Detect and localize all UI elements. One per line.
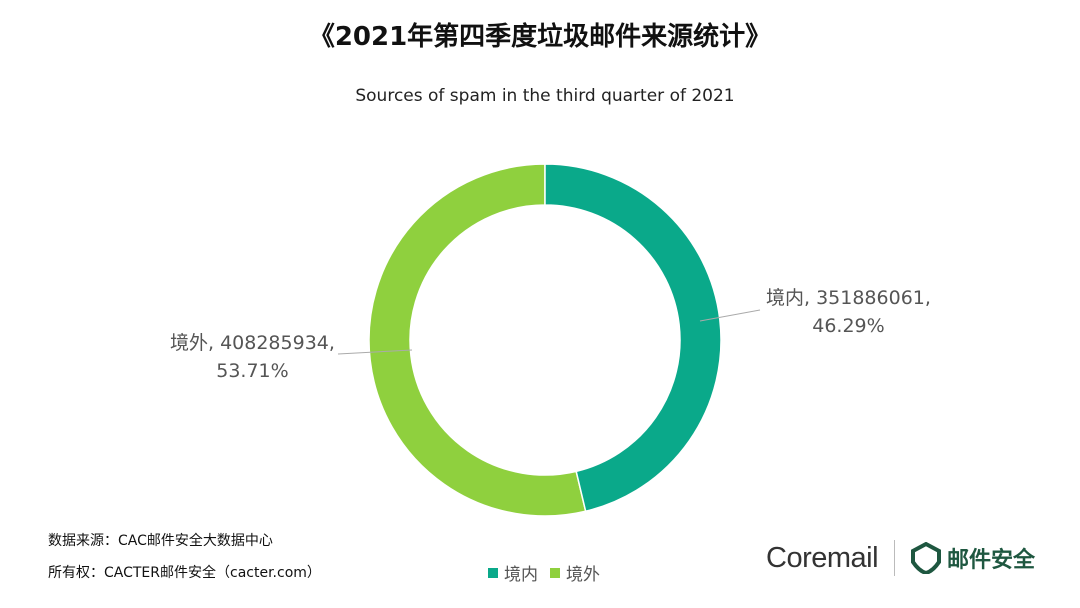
donut-slice-domestic (544, 163, 722, 513)
data-label-domestic-value: 境内, 351886061, (766, 287, 931, 309)
donut-slice-foreign (368, 163, 587, 517)
data-label-foreign: 境外, 408285934, 53.71% (170, 329, 335, 385)
data-label-domestic-percent: 46.29% (812, 315, 885, 337)
data-label-foreign-percent: 53.71% (216, 360, 289, 382)
brand-name: 邮件安全 (947, 548, 1036, 573)
logo: Coremail 邮件安全 (766, 540, 1035, 576)
coremail-logo: Coremail (766, 541, 879, 574)
legend-swatch-domestic (488, 567, 498, 578)
logo-divider (894, 540, 896, 576)
legend: 境内 境外 (488, 560, 600, 585)
chart-title: 《2021年第四季度垃圾邮件来源统计》 (308, 22, 772, 52)
shield-icon (911, 542, 942, 574)
data-label-foreign-value: 境外, 408285934, (170, 332, 335, 354)
data-label-domestic: 境内, 351886061, 46.29% (766, 284, 931, 340)
leader-line-domestic (699, 309, 761, 322)
legend-label-foreign: 境外 (566, 565, 600, 585)
leader-line-foreign (337, 349, 413, 355)
chart-subtitle: Sources of spam in the third quarter of … (355, 86, 735, 106)
data-source: 数据来源：CAC邮件安全大数据中心 (48, 533, 273, 549)
copyright: 所有权：CACTER邮件安全（cacter.com） (48, 565, 321, 581)
legend-swatch-foreign (550, 567, 560, 578)
legend-label-domestic: 境内 (504, 565, 538, 585)
